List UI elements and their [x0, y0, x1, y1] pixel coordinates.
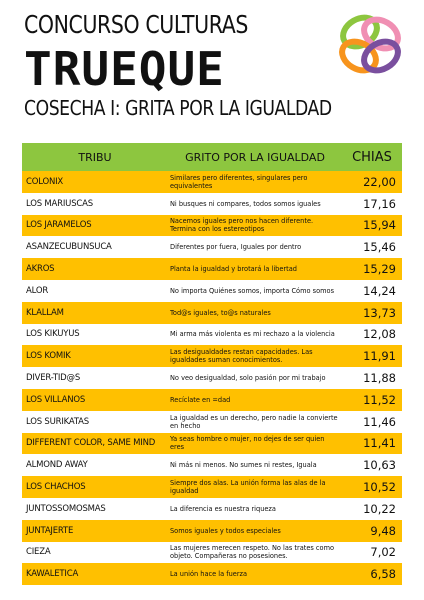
tribe-name: DIVER-TID@S	[26, 373, 81, 384]
subtitle: COSECHA I: GRITA POR LA IGUALDAD	[24, 96, 332, 120]
tribe-name: CIEZA	[26, 547, 51, 558]
slogan: Mi arma más violenta es mi rechazo a la …	[170, 330, 335, 339]
slogan: Las mujeres merecen respeto. No las trat…	[170, 544, 335, 561]
tribe-name: KAWALETICA	[26, 569, 79, 580]
column-header: GRITO POR LA IGUALDAD	[185, 150, 325, 164]
slogan: Ni más ni menos. No sumes ni restes, Igu…	[170, 461, 317, 470]
table-row: LOS VILLANOS Recíclate en =dad 11,52	[22, 388, 402, 411]
score: 10,22	[363, 501, 396, 516]
slogan: La diferencia es nuestra riqueza	[170, 504, 276, 513]
score: 11,52	[363, 392, 396, 407]
slogan: Similares pero diferentes, singulares pe…	[170, 173, 308, 190]
header-row: TRIBU GRITO POR LA IGUALDAD CHIAS	[22, 143, 402, 171]
slogan: Diferentes por fuera, Iguales por dentro	[170, 243, 302, 252]
title-main: TRUEQUE	[24, 42, 225, 96]
slogan: Recíclate en =dad	[170, 395, 231, 404]
tribe-name: LOS MARIUSCAS	[26, 198, 93, 209]
slogan: Siempre dos alas. La unión forma las ala…	[170, 479, 326, 496]
score: 15,94	[363, 218, 396, 233]
column-header: TRIBU	[78, 150, 112, 164]
score: 15,29	[363, 262, 396, 277]
slogan: La igualdad es un derecho, pero nadie la…	[170, 413, 338, 430]
table-row: ALMOND AWAY Ni más ni menos. No sumes ni …	[22, 454, 402, 477]
table-row: CIEZA Las mujeres merecen respeto. No las…	[22, 541, 402, 564]
score: 10,63	[363, 458, 396, 473]
tribe-name: JUNTAJERTE	[26, 525, 74, 536]
tribe-name: LOS KIKUYUS	[26, 329, 80, 340]
tribe-name: ALOR	[26, 285, 49, 296]
table-row: ASANZECUBUNSUCA Diferentes por fuera, Igu…	[22, 236, 402, 259]
score: 14,24	[363, 283, 396, 298]
table: TRIBU GRITO POR LA IGUALDAD CHIAS COLONIX Si…	[22, 143, 402, 586]
score: 9,48	[370, 523, 396, 538]
tribe-name: JUNTOSSOMOSMAS	[26, 503, 106, 514]
table-row: LOS MARIUSCAS Ni busques ni compares, tod…	[22, 192, 402, 215]
score: 11,88	[363, 371, 396, 386]
score: 15,46	[363, 240, 396, 255]
table-row: JUNTOSSOMOSMAS La diferencia es nuestra r…	[22, 497, 402, 520]
table-row: DIFFERENT COLOR, SAME MIND Ya seas hombre…	[22, 432, 402, 455]
score: 13,73	[363, 305, 396, 320]
table-row: AKROS Planta la igualdad y brotará la lib…	[22, 258, 402, 280]
score: 6,58	[370, 567, 396, 582]
table-row: JUNTAJERTE Somos iguales y todos especial…	[22, 519, 402, 542]
logo	[339, 14, 401, 74]
slogan: Tod@s iguales, to@s naturales	[170, 308, 271, 317]
table-row: LOS KOMIK Las desigualdades restan capaci…	[22, 345, 402, 368]
slogan: Ni busques ni compares, todos somos igua…	[170, 199, 321, 208]
score: 11,41	[363, 436, 396, 451]
tribe-name: ALMOND AWAY	[26, 460, 88, 471]
tribe-name: COLONIX	[26, 176, 64, 187]
slogan: Ya seas hombre o mujer, no dejes de ser …	[170, 435, 325, 452]
tribe-name: LOS SURIKATAS	[26, 416, 89, 427]
slogan: Somos iguales y todos especiales	[170, 526, 281, 535]
score: 11,91	[363, 349, 396, 364]
table-row: DIVER-TID@S No veo desigualdad, solo pasi…	[22, 367, 402, 389]
title-line: CONCURSO CULTURAS	[24, 10, 248, 39]
table-row: LOS CHACHOS Siempre dos alas. La unión fo…	[22, 476, 402, 498]
table-row: LOS SURIKATAS La igualdad es un derecho, …	[22, 410, 402, 433]
tribe-name: LOS KOMIK	[26, 351, 71, 362]
column-header: CHIAS	[352, 149, 392, 165]
slogan: No veo desigualdad, solo pasión por mi t…	[170, 374, 326, 383]
table-row: LOS KIKUYUS Mi arma más violenta es mi re…	[22, 323, 402, 346]
table-row: LOS JARAMELOS Nacemos iguales pero nos ha…	[22, 214, 402, 237]
slogan: No importa Quiénes somos, importa Cómo s…	[170, 286, 335, 295]
tribe-name: LOS CHACHOS	[26, 482, 86, 493]
slogan: Nacemos iguales pero nos hacen diferente…	[170, 217, 314, 234]
tribe-name: ASANZECUBUNSUCA	[26, 242, 112, 253]
tribe-name: DIFFERENT COLOR, SAME MIND	[26, 438, 156, 449]
table-row: KLALLAM Tod@s iguales, to@s naturales 13,7…	[22, 301, 402, 324]
table-row: ALOR No importa Quiénes somos, importa Có…	[22, 279, 402, 302]
tribe-name: LOS VILLANOS	[26, 394, 86, 405]
tribe-name: LOS JARAMELOS	[26, 220, 92, 231]
slogan: La unión hace la fuerza	[170, 570, 248, 579]
slogan: Planta la igualdad y brotará la libertad	[170, 265, 297, 274]
table-row: COLONIX Similares pero diferentes, singul…	[22, 171, 402, 193]
score: 11,46	[363, 414, 396, 429]
score: 17,16	[363, 196, 396, 211]
score: 12,08	[363, 327, 396, 342]
table-row: KAWALETICA La unión hace la fuerza 6,58	[22, 563, 402, 586]
score: 10,52	[363, 480, 396, 495]
score: 7,02	[370, 545, 396, 560]
tribe-name: AKROS	[26, 264, 55, 275]
tribe-name: KLALLAM	[26, 307, 64, 318]
score: 22,00	[363, 174, 396, 189]
slogan: Las desigualdades restan capacidades. La…	[170, 348, 313, 365]
